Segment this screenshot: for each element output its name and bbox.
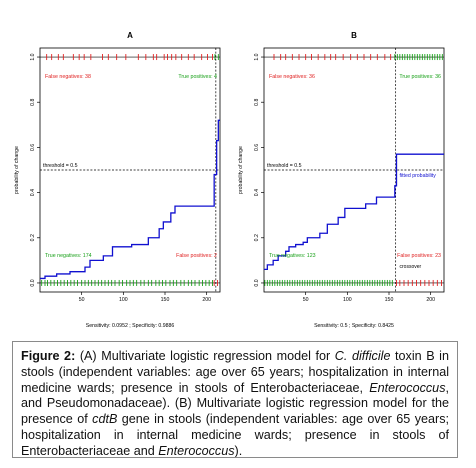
caption-label: Figure 2:	[21, 349, 76, 363]
x-tick-label: 200	[202, 297, 211, 303]
y-tick-label: 0.0	[30, 279, 36, 286]
chart-panel-b: B 0.0 0.2 0.4 0.6 0.8 1.0 50 100 150 200 probabilit…	[238, 31, 445, 329]
caption-italic-4: Enterococcus	[158, 443, 235, 458]
label-true-negatives: True negatives: 174	[45, 253, 92, 259]
panel-label: A	[127, 31, 133, 40]
y-tick-label: 0.4	[254, 189, 260, 196]
label-false-negatives: False negatives: 38	[45, 74, 91, 80]
probability-step-curve	[264, 153, 444, 271]
caption-text-1: (A) Multivariate logistic regression mod…	[75, 349, 335, 363]
threshold-label: threshold = 0.5	[43, 163, 78, 169]
y-tick-label: 0.8	[254, 99, 260, 106]
label-true-negatives: True negatives: 123	[269, 253, 316, 259]
caption-text-4: gene in stools (independent variables: a…	[21, 412, 449, 458]
y-tick-label: 0.6	[30, 144, 36, 151]
figure-caption: Figure 2: (A) Multivariate logistic regr…	[12, 341, 458, 458]
y-tick-label: 0.6	[254, 144, 260, 151]
label-true-positives: True positives: 4	[178, 74, 217, 80]
label-crossover: crossover	[400, 264, 422, 270]
caption-text-3: , and Pseudomonadaceae). (B) Multivariat…	[21, 380, 449, 427]
x-tick-label: 200	[426, 297, 435, 303]
footer-sensitivity-specificity: Sensitivity: 0.5 ; Specificity: 0.8425	[314, 323, 394, 329]
y-axis-title: probability of change	[238, 146, 244, 194]
label-true-positives: True positives: 36	[399, 74, 441, 80]
x-tick-label: 150	[161, 297, 170, 303]
label-false-positives: False positives: 2	[176, 253, 217, 259]
panel-label: B	[351, 31, 357, 40]
x-tick-label: 100	[119, 297, 128, 303]
y-tick-label: 0.8	[30, 99, 36, 106]
y-axis-title: probability of change	[14, 146, 20, 194]
caption-italic-1: C. difficile	[334, 349, 391, 363]
y-tick-label: 0.4	[30, 189, 36, 196]
figure: A 0.0 0.2 0.4 0.6 0.8 1.0 50 100 150 200 probabilit…	[14, 31, 445, 329]
x-tick-label: 100	[343, 297, 352, 303]
caption-italic-3: cdtB	[92, 412, 118, 427]
threshold-label: threshold = 0.5	[267, 163, 302, 169]
x-tick-label: 150	[385, 297, 394, 303]
y-tick-label: 0.2	[30, 234, 36, 241]
y-tick-label: 0.2	[254, 234, 260, 241]
caption-text-2: toxin B in stools (independent variables…	[21, 349, 449, 395]
label-fitted-probability: fitted probability	[400, 173, 437, 179]
footer-sensitivity-specificity: Sensitivity: 0.0952 ; Specificity: 0.988…	[86, 323, 175, 329]
label-false-positives: False positives: 23	[397, 253, 441, 259]
y-tick-label: 1.0	[254, 53, 260, 60]
caption-text-5: ).	[234, 443, 243, 458]
x-tick-label: 50	[79, 297, 85, 303]
chart-panel-a: A 0.0 0.2 0.4 0.6 0.8 1.0 50 100 150 200 probabilit…	[14, 31, 221, 329]
y-tick-label: 0.0	[254, 279, 260, 286]
x-tick-label: 50	[303, 297, 309, 303]
y-tick-label: 1.0	[30, 53, 36, 60]
probability-step-curve	[40, 119, 220, 280]
caption-italic-2: Enterococcus	[369, 380, 446, 395]
label-false-negatives: False negatives: 36	[269, 74, 315, 80]
